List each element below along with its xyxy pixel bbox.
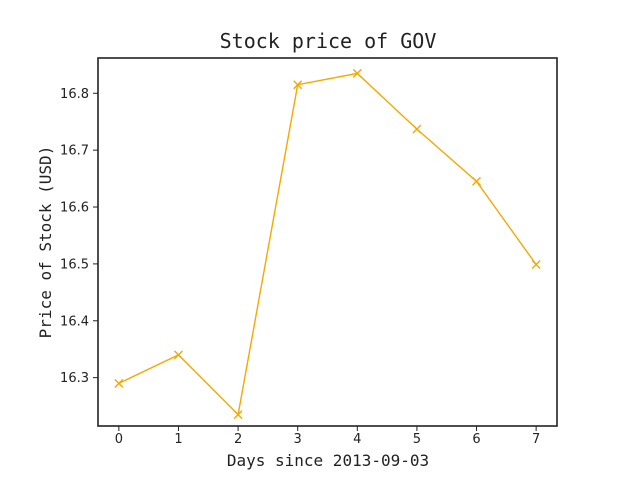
x-tick-label: 2 bbox=[234, 432, 242, 447]
x-tick-label: 5 bbox=[413, 432, 421, 447]
data-point-marker bbox=[293, 80, 303, 90]
series-line bbox=[118, 72, 537, 417]
x-axis-label: Days since 2013-09-03 bbox=[227, 451, 429, 470]
x-tick-label: 1 bbox=[174, 432, 182, 447]
series-layer bbox=[114, 68, 541, 420]
data-point-marker bbox=[531, 259, 541, 269]
x-tick-label: 3 bbox=[294, 432, 302, 447]
x-tick-label: 4 bbox=[353, 432, 361, 447]
chart-title: Stock price of GOV bbox=[220, 29, 437, 53]
y-tick-label: 16.3 bbox=[60, 371, 89, 386]
y-tick-label: 16.4 bbox=[60, 314, 89, 329]
x-tick-label: 7 bbox=[532, 432, 540, 447]
data-point-marker bbox=[114, 378, 124, 388]
data-point-marker bbox=[412, 124, 422, 134]
x-axis: 0 1 2 3 4 5 6 7 bbox=[115, 426, 540, 447]
y-tick-label: 16.6 bbox=[60, 201, 89, 216]
y-tick-label: 16.8 bbox=[60, 87, 89, 102]
data-point-marker bbox=[173, 350, 183, 360]
x-tick-label: 0 bbox=[115, 432, 123, 447]
y-axis: 16.3 16.4 16.5 16.6 16.7 16.8 bbox=[60, 87, 98, 386]
plot-frame bbox=[97, 57, 558, 427]
data-point-marker bbox=[472, 176, 482, 186]
x-tick-label: 6 bbox=[472, 432, 480, 447]
y-tick-label: 16.5 bbox=[60, 257, 89, 272]
data-point-marker bbox=[233, 410, 243, 420]
y-axis-label: Price of Stock (USD) bbox=[36, 146, 55, 339]
y-tick-label: 16.7 bbox=[60, 144, 89, 159]
data-point-marker bbox=[352, 68, 362, 78]
